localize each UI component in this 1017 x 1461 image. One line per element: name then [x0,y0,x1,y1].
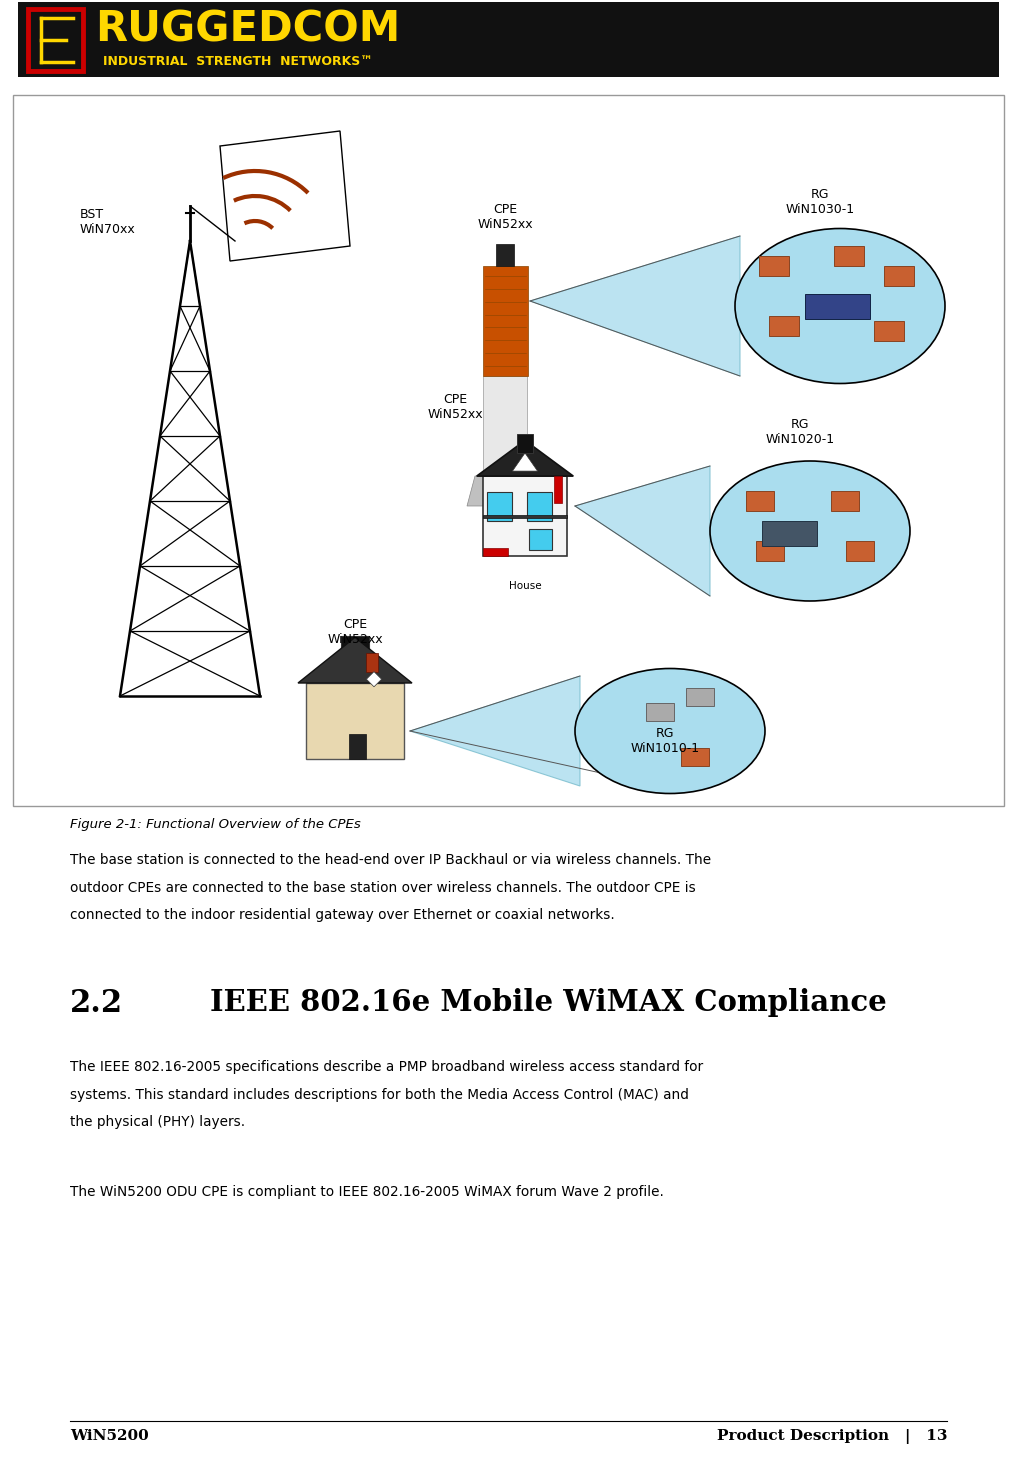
Text: WiN5200: WiN5200 [70,1429,148,1443]
Text: RG
WiN1030-1: RG WiN1030-1 [785,188,854,216]
FancyBboxPatch shape [681,748,709,766]
Text: Product Description   |   13: Product Description | 13 [717,1429,947,1443]
Ellipse shape [575,669,765,793]
FancyBboxPatch shape [483,548,508,555]
Polygon shape [575,466,710,596]
FancyBboxPatch shape [805,294,870,318]
FancyBboxPatch shape [762,522,817,546]
FancyBboxPatch shape [487,491,513,522]
Text: INDUSTRIAL  STRENGTH  NETWORKS™: INDUSTRIAL STRENGTH NETWORKS™ [103,56,373,69]
Text: The WiN5200 ODU CPE is compliant to IEEE 802.16-2005 WiMAX forum Wave 2 profile.: The WiN5200 ODU CPE is compliant to IEEE… [70,1185,664,1199]
FancyBboxPatch shape [554,476,562,504]
FancyBboxPatch shape [756,541,784,561]
FancyBboxPatch shape [366,653,377,672]
Text: systems. This standard includes descriptions for both the Media Access Control (: systems. This standard includes descript… [70,1087,689,1102]
Polygon shape [410,676,580,786]
Text: the physical (PHY) layers.: the physical (PHY) layers. [70,1115,245,1129]
Text: CPE
WiN52xx: CPE WiN52xx [327,618,382,646]
Text: BST
WiN70xx: BST WiN70xx [80,207,135,237]
FancyBboxPatch shape [483,514,567,519]
Ellipse shape [735,228,945,383]
Text: CPE
WiN52xx: CPE WiN52xx [427,393,483,421]
FancyBboxPatch shape [686,688,714,706]
FancyBboxPatch shape [305,682,405,760]
FancyBboxPatch shape [831,491,859,511]
FancyBboxPatch shape [482,266,528,375]
FancyBboxPatch shape [18,1,999,77]
Polygon shape [366,672,381,687]
Text: The base station is connected to the head-end over IP Backhaul or via wireless c: The base station is connected to the hea… [70,853,711,866]
FancyBboxPatch shape [496,244,514,266]
FancyBboxPatch shape [483,476,567,555]
Text: RUGGEDCOM: RUGGEDCOM [95,9,401,51]
FancyBboxPatch shape [483,375,527,476]
FancyBboxPatch shape [769,316,799,336]
Text: House: House [508,581,541,592]
FancyBboxPatch shape [28,9,83,72]
Polygon shape [477,440,574,476]
FancyBboxPatch shape [874,321,904,340]
Text: CPE
WiN52xx: CPE WiN52xx [477,203,533,231]
FancyBboxPatch shape [341,636,369,681]
Polygon shape [298,637,412,682]
Text: The IEEE 802.16-2005 specifications describe a PMP broadband wireless access sta: The IEEE 802.16-2005 specifications desc… [70,1061,703,1074]
FancyBboxPatch shape [846,541,874,561]
Text: IEEE 802.16e Mobile WiMAX Compliance: IEEE 802.16e Mobile WiMAX Compliance [210,988,887,1017]
FancyBboxPatch shape [646,703,674,720]
FancyBboxPatch shape [13,95,1004,806]
Polygon shape [530,237,740,375]
FancyBboxPatch shape [529,529,552,549]
Text: RG
WiN1020-1: RG WiN1020-1 [766,418,835,446]
Polygon shape [220,131,350,262]
FancyBboxPatch shape [349,735,366,760]
FancyBboxPatch shape [746,491,774,511]
Text: RG
WiN1010-1: RG WiN1010-1 [631,728,700,755]
FancyBboxPatch shape [834,245,864,266]
FancyBboxPatch shape [517,434,533,453]
Text: connected to the indoor residential gateway over Ethernet or coaxial networks.: connected to the indoor residential gate… [70,907,614,922]
Text: Figure 2-1: Functional Overview of the CPEs: Figure 2-1: Functional Overview of the C… [70,818,361,831]
Text: outdoor CPEs are connected to the base station over wireless channels. The outdo: outdoor CPEs are connected to the base s… [70,881,696,894]
Text: 2.2: 2.2 [70,988,123,1018]
FancyBboxPatch shape [759,256,789,276]
Polygon shape [467,476,543,506]
Ellipse shape [710,462,910,600]
FancyBboxPatch shape [527,491,552,522]
Polygon shape [513,453,538,470]
FancyBboxPatch shape [884,266,914,286]
